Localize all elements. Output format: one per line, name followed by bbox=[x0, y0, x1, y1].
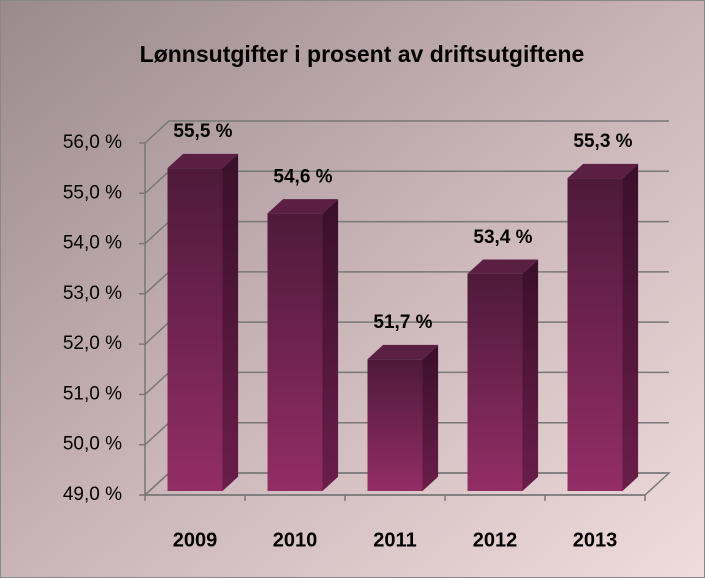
data-label: 54,6 % bbox=[273, 166, 332, 187]
bar-side bbox=[622, 163, 639, 491]
y-tick-label: 56,0 % bbox=[63, 132, 122, 153]
x-tick-label: 2013 bbox=[573, 529, 618, 551]
data-label: 53,4 % bbox=[473, 227, 532, 248]
y-tick-label: 50,0 % bbox=[63, 434, 122, 455]
data-label: 55,5 % bbox=[173, 121, 232, 142]
bar-top bbox=[467, 259, 539, 274]
bar bbox=[367, 359, 423, 491]
bar bbox=[167, 168, 223, 491]
bar bbox=[567, 178, 623, 491]
y-tick-label: 55,0 % bbox=[63, 182, 122, 203]
x-tick-label: 2009 bbox=[173, 529, 218, 551]
bar-top bbox=[567, 163, 639, 179]
bar bbox=[267, 213, 323, 491]
bar-top bbox=[167, 153, 239, 169]
y-tick-label: 54,0 % bbox=[63, 233, 122, 254]
y-tick-label: 49,0 % bbox=[63, 484, 122, 505]
bar-top bbox=[267, 199, 339, 214]
y-tick-label: 51,0 % bbox=[63, 383, 122, 404]
x-tick-label: 2011 bbox=[373, 529, 416, 551]
x-tick-label: 2010 bbox=[273, 529, 318, 551]
bar bbox=[467, 273, 523, 491]
y-tick-label: 53,0 % bbox=[63, 283, 122, 304]
data-label: 55,3 % bbox=[573, 131, 632, 152]
x-tick-label: 2012 bbox=[473, 529, 518, 551]
data-label: 51,7 % bbox=[373, 312, 432, 333]
y-tick-label: 52,0 % bbox=[63, 333, 122, 354]
chart-title: Lønnsutgifter i prosent av driftsutgifte… bbox=[140, 41, 585, 67]
bar-side bbox=[422, 344, 439, 491]
bar-top bbox=[367, 344, 439, 360]
bar-side bbox=[322, 199, 339, 491]
bar-side bbox=[522, 259, 539, 491]
grid-line bbox=[144, 120, 669, 144]
bar-side bbox=[222, 153, 239, 492]
